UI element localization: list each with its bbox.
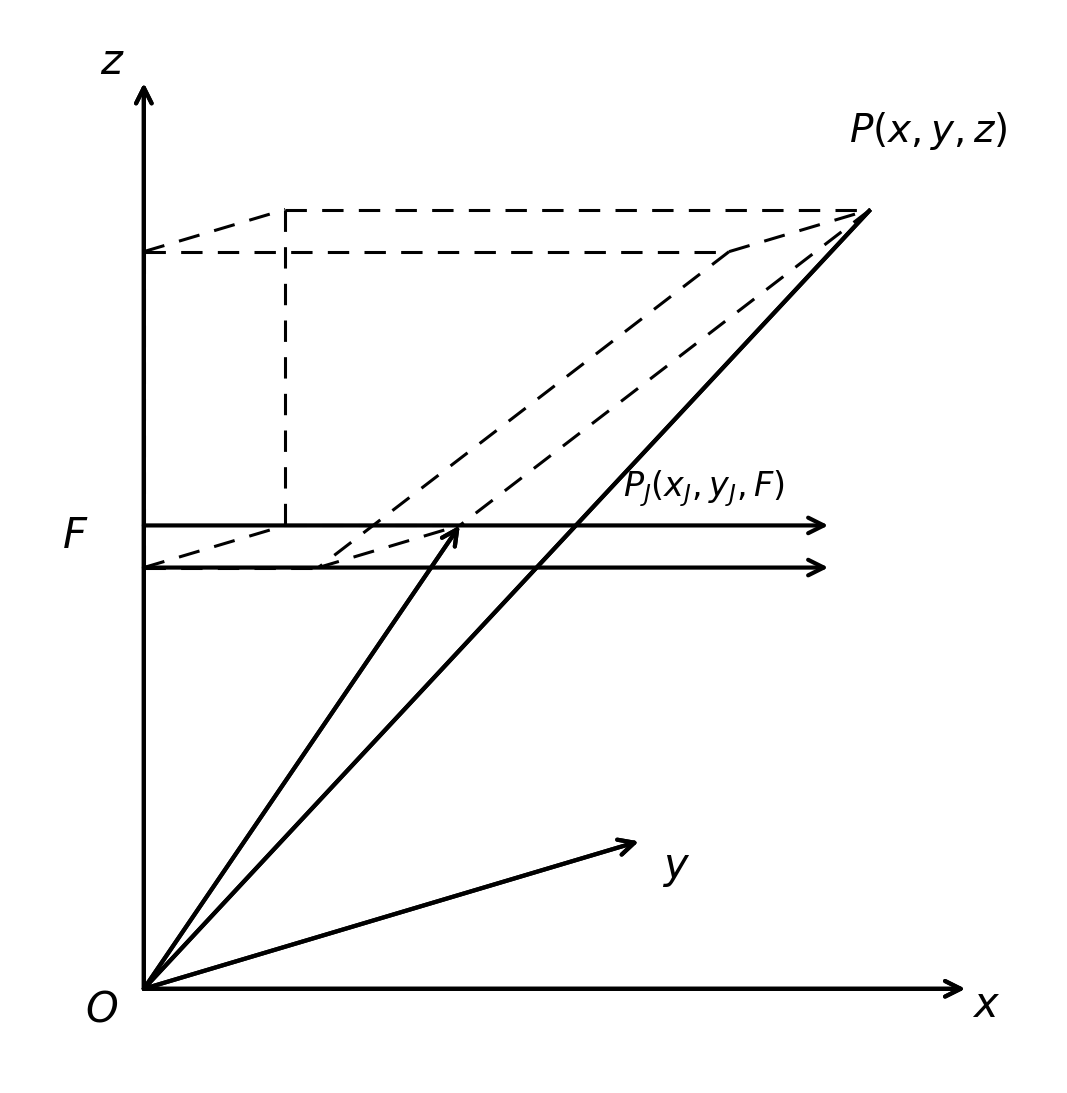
Text: $y$: $y$	[662, 847, 689, 889]
Text: $P(x,y,z)$: $P(x,y,z)$	[849, 109, 1007, 152]
Text: $F$: $F$	[62, 515, 89, 557]
Text: $P_J(x_J,y_J,F)$: $P_J(x_J,y_J,F)$	[623, 468, 784, 509]
Text: $z$: $z$	[100, 42, 125, 83]
Text: $x$: $x$	[972, 984, 1001, 1025]
Text: $O$: $O$	[85, 989, 118, 1031]
